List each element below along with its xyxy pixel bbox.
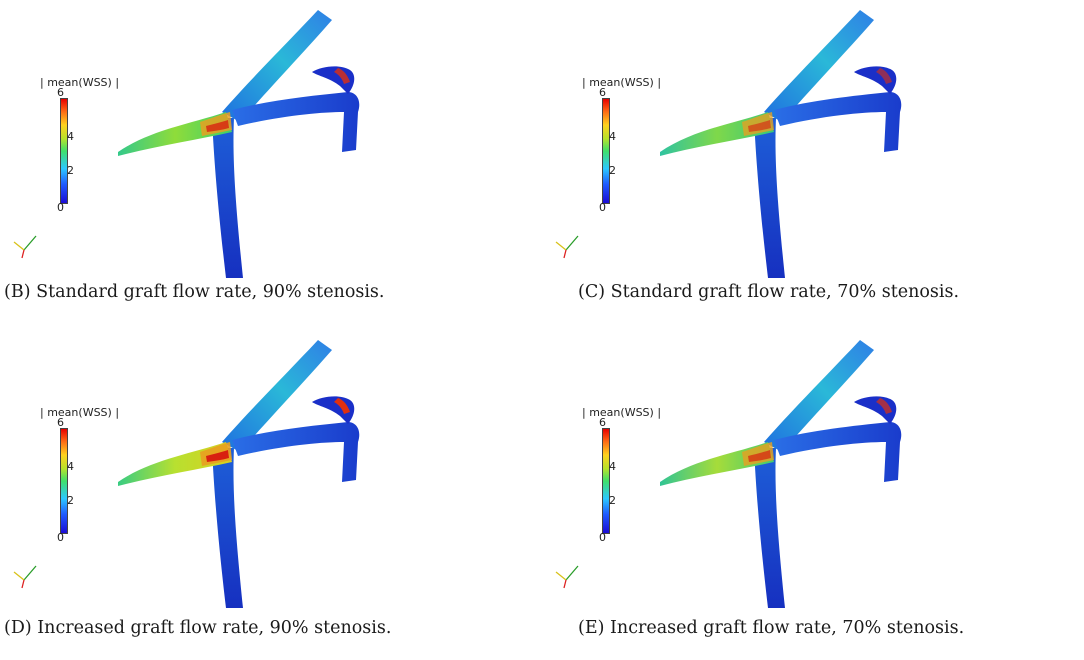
colorbar-tick: 4 <box>609 460 616 473</box>
anastomosis-peak <box>206 450 229 462</box>
vessel-lower-branch <box>754 448 785 608</box>
colorbar-tick: 0 <box>57 531 64 544</box>
vessel-render <box>118 10 360 278</box>
panel-b: | mean(WSS) | 6 4 2 0 (B) Standard graft… <box>0 0 542 330</box>
colorbar-tick: 2 <box>609 494 616 507</box>
colorbar-title: | mean(WSS) | <box>582 76 662 89</box>
panel-tag: (B) <box>4 282 31 302</box>
orientation-axes-icon <box>555 565 579 589</box>
colorbar-tick: 2 <box>609 164 616 177</box>
panel-tag: (E) <box>578 618 605 638</box>
orientation-axes-icon <box>13 235 37 259</box>
colorbar-title: | mean(WSS) | <box>582 406 662 419</box>
panel-caption-text: Standard graft flow rate, 90% stenosis. <box>36 282 385 302</box>
panel-caption: (D) Increased graft flow rate, 90% steno… <box>4 618 391 638</box>
vessel-lower-branch <box>212 118 243 278</box>
panel-caption-text: Increased graft flow rate, 90% stenosis. <box>37 618 392 638</box>
colorbar-title: | mean(WSS) | <box>40 76 120 89</box>
vessel-lower-branch <box>754 118 785 278</box>
orientation-axes-icon <box>13 565 37 589</box>
panel-caption: (E) Increased graft flow rate, 70% steno… <box>578 618 964 638</box>
colorbar-tick: 0 <box>57 201 64 214</box>
vessel-lower-branch <box>212 448 243 608</box>
vessel-render <box>660 10 902 278</box>
colorbar-tick: 4 <box>609 130 616 143</box>
colorbar-tick: 0 <box>599 201 606 214</box>
orientation-axes-icon <box>555 235 579 259</box>
panel-d: | mean(WSS) | 6 4 2 0 (D) Increased graf… <box>0 330 542 660</box>
colorbar-tick: 2 <box>67 164 74 177</box>
vessel-render <box>660 340 902 608</box>
panel-caption: (C) Standard graft flow rate, 70% stenos… <box>578 282 959 302</box>
colorbar-tick: 6 <box>599 416 606 429</box>
vessel-hotspot <box>876 398 892 414</box>
anastomosis-peak <box>748 120 771 132</box>
anastomosis-peak <box>748 450 771 462</box>
colorbar-tick: 6 <box>57 86 64 99</box>
colorbar-title: | mean(WSS) | <box>40 406 120 419</box>
panel-caption-text: Increased graft flow rate, 70% stenosis. <box>610 618 965 638</box>
colorbar <box>60 98 68 204</box>
colorbar-tick: 6 <box>57 416 64 429</box>
panel-caption: (B) Standard graft flow rate, 90% stenos… <box>4 282 384 302</box>
colorbar <box>602 428 610 534</box>
vessel-right-branch <box>232 422 360 482</box>
colorbar-tick: 0 <box>599 531 606 544</box>
vessel-hotspot <box>334 68 350 84</box>
vessel-upper-branch <box>764 340 874 452</box>
panel-caption-text: Standard graft flow rate, 70% stenosis. <box>610 282 960 302</box>
colorbar-tick: 2 <box>67 494 74 507</box>
vessel-upper-branch <box>764 10 874 122</box>
colorbar-tick: 6 <box>599 86 606 99</box>
colorbar <box>602 98 610 204</box>
vessel-upper-branch <box>222 340 332 452</box>
vessel-right-branch <box>774 422 902 482</box>
panel-tag: (D) <box>4 618 32 638</box>
colorbar <box>60 428 68 534</box>
vessel-upper-branch <box>222 10 332 122</box>
anastomosis-peak <box>206 120 229 132</box>
vessel-hotspot <box>876 68 892 84</box>
panel-e: | mean(WSS) | 6 4 2 0 (E) Increased graf… <box>542 330 1084 660</box>
vessel-right-branch <box>232 92 360 152</box>
colorbar-tick: 4 <box>67 130 74 143</box>
vessel-hotspot <box>334 398 350 414</box>
colorbar-tick: 4 <box>67 460 74 473</box>
vessel-render <box>118 340 360 608</box>
panel-tag: (C) <box>578 282 606 302</box>
panel-c: | mean(WSS) | 6 4 2 0 (C) Standard graft… <box>542 0 1084 330</box>
vessel-right-branch <box>774 92 902 152</box>
